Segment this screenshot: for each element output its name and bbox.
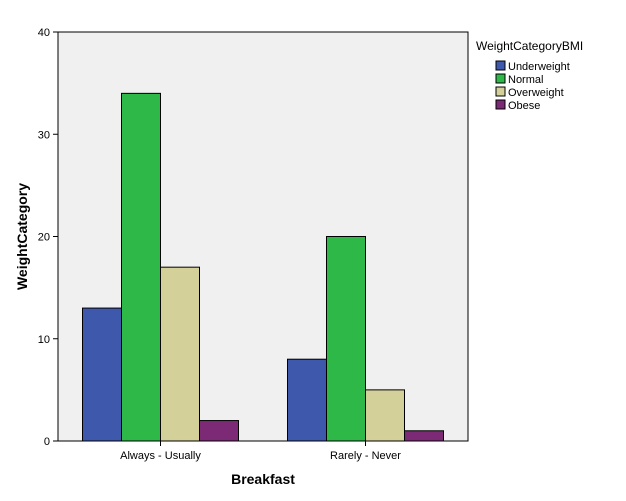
legend-swatch-overweight	[495, 86, 506, 97]
legend-swatch-normal	[495, 73, 506, 84]
legend-title: WeightCategoryBMI	[476, 39, 583, 53]
legend-label-normal: Normal	[508, 74, 543, 86]
x-tick-label: Rarely - Never	[330, 450, 401, 462]
bar-normal-1	[326, 236, 366, 442]
y-tick-label: 10	[38, 334, 50, 346]
bars-group	[82, 92, 444, 442]
bar-obese-0	[199, 420, 239, 442]
bar-overweight-1	[365, 389, 405, 442]
legend-label-underweight: Underweight	[508, 61, 570, 73]
bar-underweight-1	[287, 358, 327, 442]
bar-underweight-0	[82, 307, 122, 442]
legend: WeightCategoryBMI UnderweightNormalOverw…	[476, 39, 583, 112]
bar-obese-1	[404, 430, 444, 442]
x-tick-label: Always - Usually	[120, 450, 201, 462]
x-axis-title: Breakfast	[231, 471, 295, 487]
y-tick-label: 40	[38, 27, 50, 39]
y-tick-label: 20	[38, 232, 50, 244]
y-axis: 0 10 20 30 40	[38, 27, 58, 448]
legend-swatch-obese	[495, 99, 506, 110]
y-axis-title: WeightCategory	[14, 183, 30, 290]
bar-normal-0	[121, 92, 161, 442]
legend-label-overweight: Overweight	[508, 87, 564, 99]
legend-label-obese: Obese	[508, 100, 540, 112]
legend-swatch-underweight	[495, 60, 506, 71]
y-tick-label: 0	[44, 436, 50, 448]
y-tick-label: 30	[38, 129, 50, 141]
x-axis: Always - Usually Rarely - Never	[120, 441, 401, 462]
bar-overweight-0	[160, 266, 200, 442]
